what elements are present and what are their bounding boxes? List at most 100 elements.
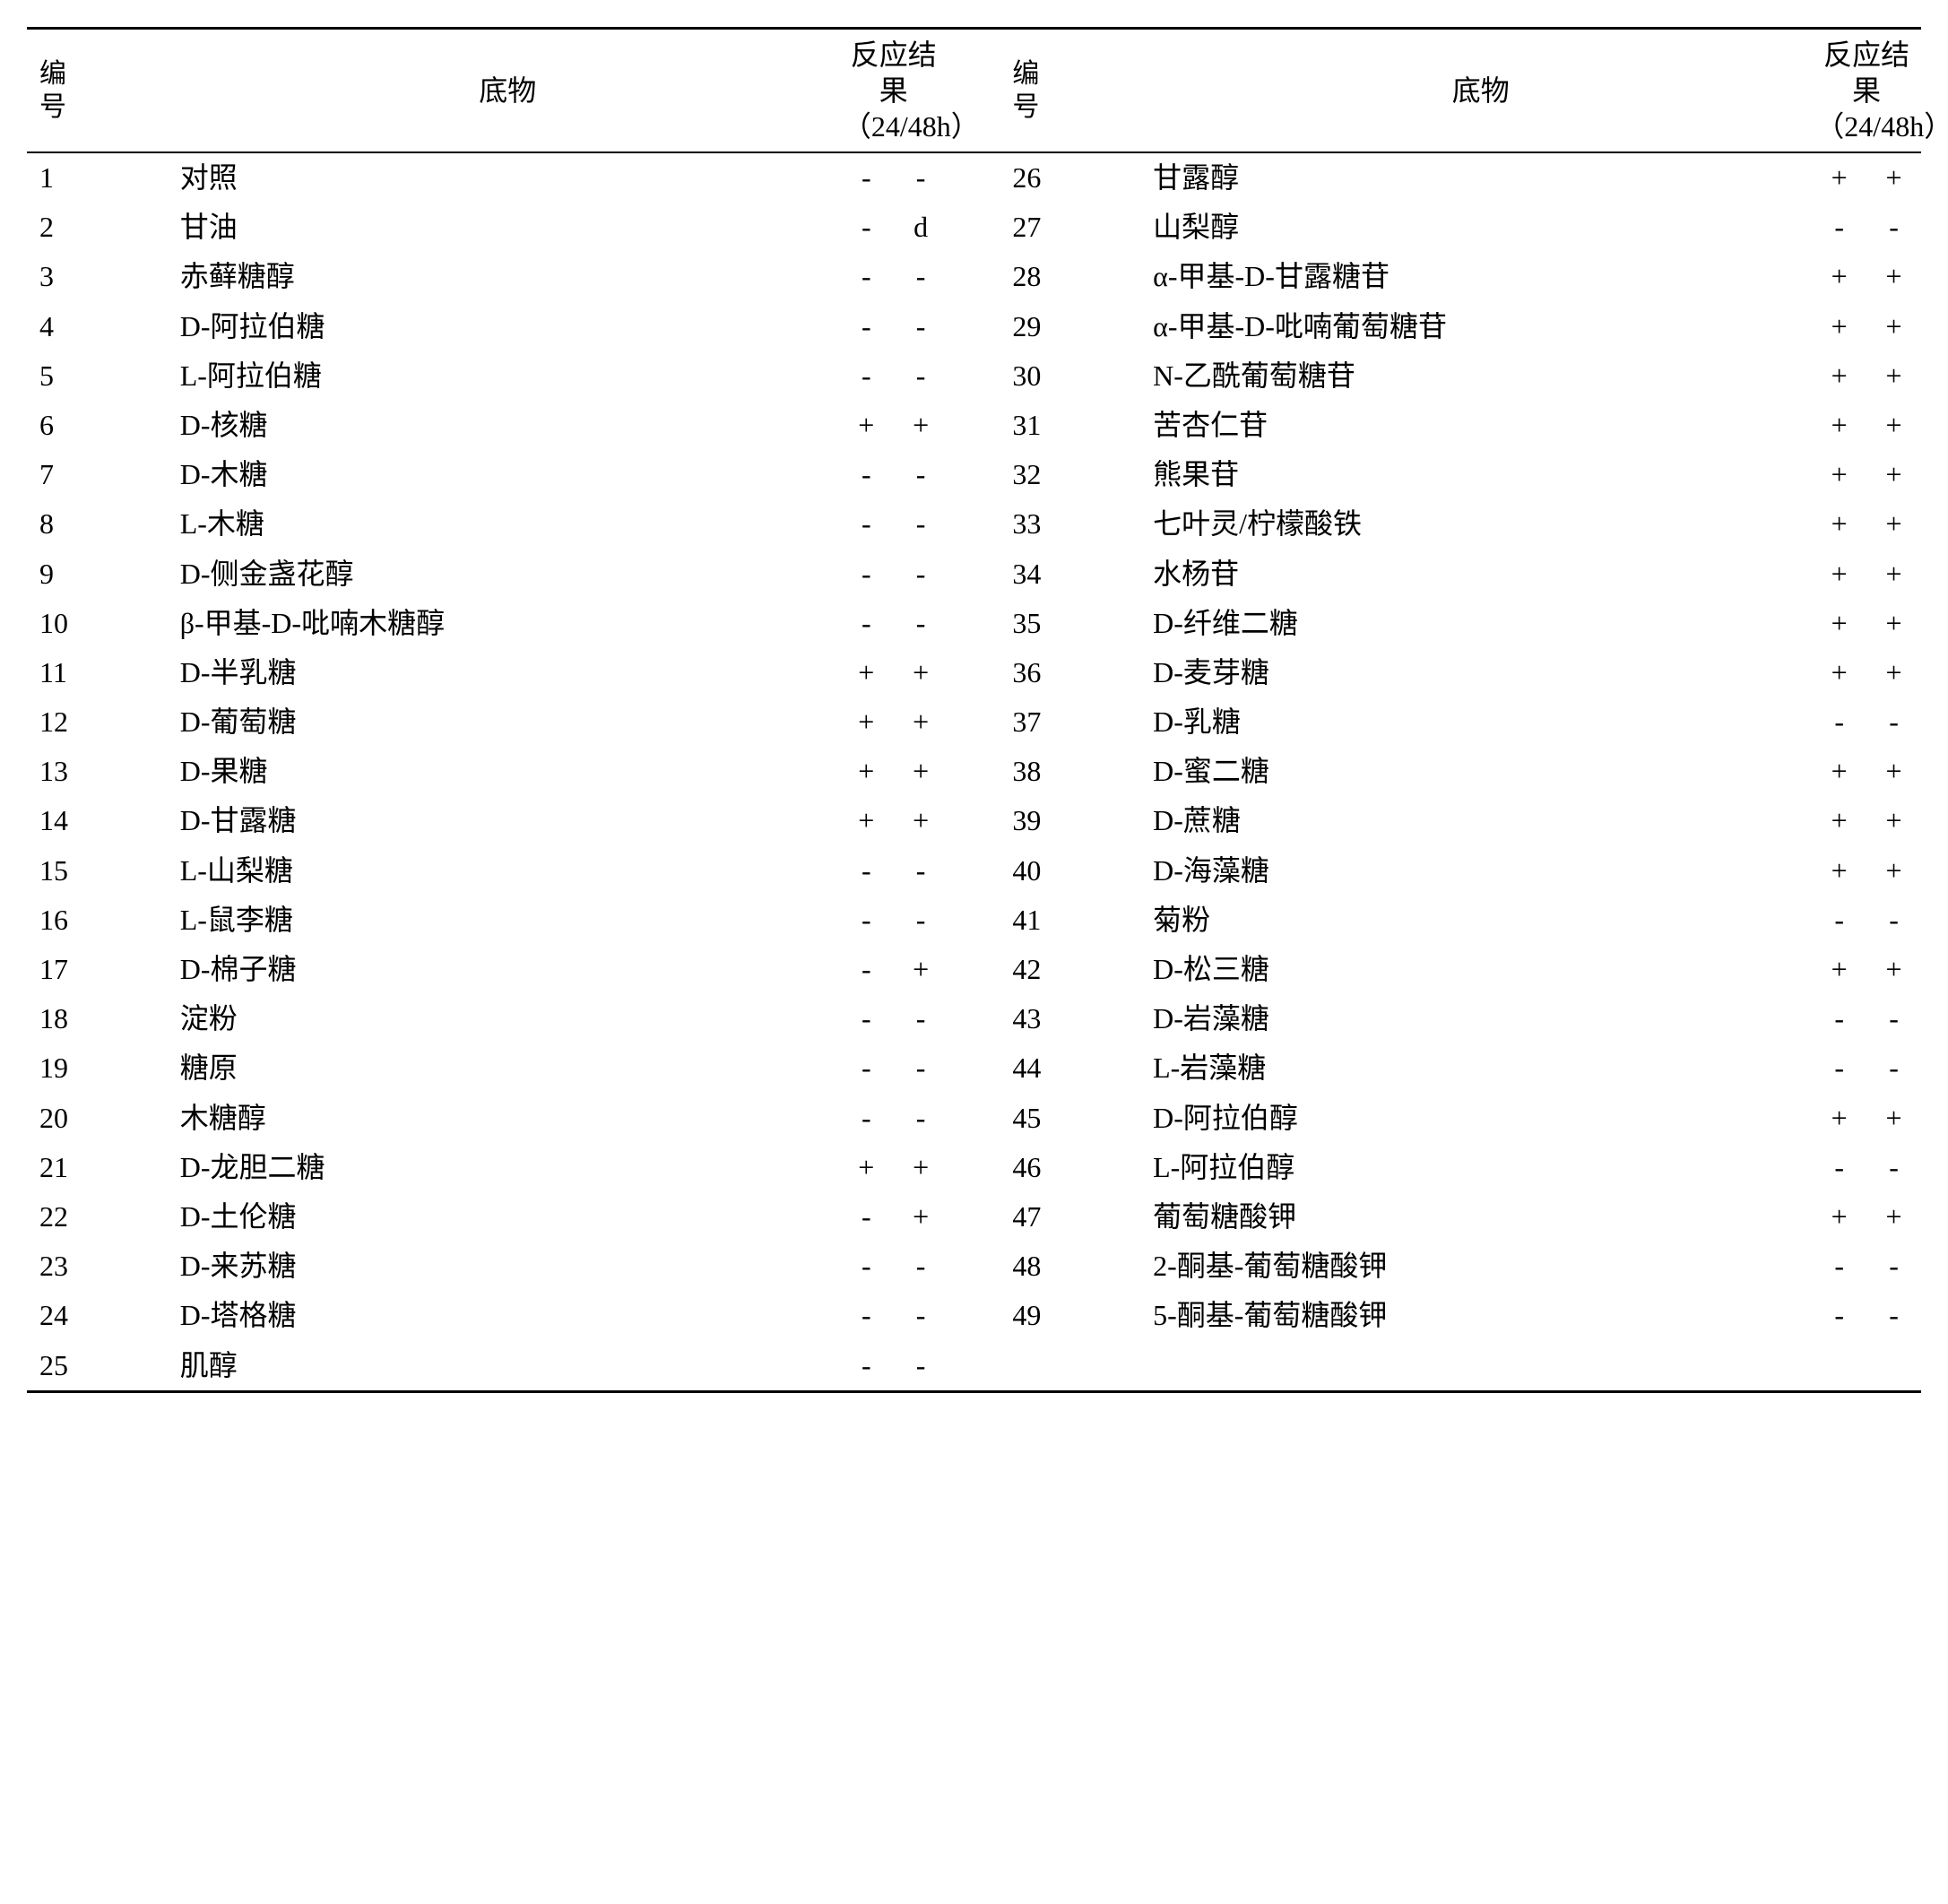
cell-result-48h: d	[894, 203, 948, 252]
table-row: 24D-塔格糖--495-酮基-葡萄糖酸钾--	[27, 1291, 1921, 1340]
cell-substrate: 糖原	[177, 1043, 839, 1093]
cell-result-48h: +	[1866, 252, 1921, 301]
cell-substrate: 甘油	[177, 203, 839, 252]
cell-substrate: 木糖醇	[177, 1094, 839, 1143]
cell-substrate: 淀粉	[177, 994, 839, 1043]
cell-no: 10	[27, 599, 177, 648]
table-row: 8L-木糖--33七叶灵/柠檬酸铁++	[27, 499, 1921, 549]
cell-gap	[948, 550, 1000, 599]
cell-no: 44	[1000, 1043, 1149, 1093]
cell-no: 41	[1000, 896, 1149, 945]
cell-result-48h: -	[894, 846, 948, 896]
cell-result-48h: +	[894, 697, 948, 747]
cell-substrate: 水杨苷	[1149, 550, 1812, 599]
cell-result-24h: +	[1812, 450, 1866, 499]
cell-result-24h: -	[839, 896, 894, 945]
cell-substrate: D-葡萄糖	[177, 697, 839, 747]
table-row: 4D-阿拉伯糖--29α-甲基-D-吡喃葡萄糖苷++	[27, 302, 1921, 351]
cell-substrate: 5-酮基-葡萄糖酸钾	[1149, 1291, 1812, 1340]
cell-no: 16	[27, 896, 177, 945]
cell-result-24h: -	[839, 550, 894, 599]
cell-result-24h: +	[1812, 401, 1866, 450]
cell-gap	[948, 1143, 1000, 1192]
cell-result-24h: +	[1812, 747, 1866, 796]
cell-substrate: D-麦芽糖	[1149, 648, 1812, 697]
table-head: 编号 底物 反应结果（24/48h） 编号 底物 反应结果（24/48h）	[27, 29, 1921, 153]
cell-result-48h: +	[1866, 152, 1921, 203]
cell-result-24h: +	[1812, 945, 1866, 994]
cell-gap	[948, 945, 1000, 994]
cell-result-48h: -	[894, 152, 948, 203]
cell-no: 12	[27, 697, 177, 747]
cell-no: 35	[1000, 599, 1149, 648]
header-result-right: 反应结果（24/48h）	[1812, 29, 1921, 153]
cell-result-48h: -	[1866, 1291, 1921, 1340]
cell-gap	[948, 1242, 1000, 1291]
cell-result-48h: -	[894, 994, 948, 1043]
cell-result-48h: +	[894, 648, 948, 697]
cell-no: 11	[27, 648, 177, 697]
cell-substrate: L-木糖	[177, 499, 839, 549]
cell-substrate: D-蔗糖	[1149, 796, 1812, 845]
cell-substrate: 菊粉	[1149, 896, 1812, 945]
cell-result-48h: +	[1866, 1192, 1921, 1242]
table-row: 1对照--26甘露醇++	[27, 152, 1921, 203]
cell-no: 45	[1000, 1094, 1149, 1143]
cell-no: 14	[27, 796, 177, 845]
cell-result-24h: -	[839, 252, 894, 301]
cell-result-48h: +	[1866, 450, 1921, 499]
cell-result-48h: -	[894, 1094, 948, 1143]
cell-substrate: 2-酮基-葡萄糖酸钾	[1149, 1242, 1812, 1291]
cell-no: 47	[1000, 1192, 1149, 1242]
cell-substrate: D-甘露糖	[177, 796, 839, 845]
cell-gap	[948, 697, 1000, 747]
cell-no: 49	[1000, 1291, 1149, 1340]
cell-result-24h: +	[839, 401, 894, 450]
cell-result-48h: +	[894, 1143, 948, 1192]
cell-result-48h: +	[1866, 945, 1921, 994]
cell-no: 48	[1000, 1242, 1149, 1291]
cell-no: 33	[1000, 499, 1149, 549]
cell-no: 22	[27, 1192, 177, 1242]
cell-result-24h: -	[1812, 1043, 1866, 1093]
cell-substrate: D-核糖	[177, 401, 839, 450]
cell-result-48h: +	[1866, 599, 1921, 648]
cell-result-48h: -	[894, 450, 948, 499]
cell-substrate: α-甲基-D-吡喃葡萄糖苷	[1149, 302, 1812, 351]
cell-no: 25	[27, 1341, 177, 1392]
cell-gap	[948, 1043, 1000, 1093]
cell-substrate: D-乳糖	[1149, 697, 1812, 747]
cell-result-24h: +	[1812, 550, 1866, 599]
cell-substrate: D-塔格糖	[177, 1291, 839, 1340]
cell-result-48h: +	[1866, 846, 1921, 896]
cell-no: 34	[1000, 550, 1149, 599]
cell-substrate: 苦杏仁苷	[1149, 401, 1812, 450]
cell-result-24h	[1812, 1341, 1866, 1392]
cell-result-24h: -	[839, 351, 894, 401]
cell-result-24h: +	[1812, 1192, 1866, 1242]
cell-substrate: L-岩藻糖	[1149, 1043, 1812, 1093]
table-row: 20木糖醇--45D-阿拉伯醇++	[27, 1094, 1921, 1143]
table-row: 17D-棉子糖-+42D-松三糖++	[27, 945, 1921, 994]
cell-gap	[948, 747, 1000, 796]
cell-no: 39	[1000, 796, 1149, 845]
header-substrate-left: 底物	[177, 29, 839, 153]
cell-result-24h: -	[839, 599, 894, 648]
cell-result-24h: -	[839, 203, 894, 252]
cell-substrate: D-阿拉伯糖	[177, 302, 839, 351]
table-row: 2甘油-d27山梨醇--	[27, 203, 1921, 252]
cell-result-48h: +	[1866, 1094, 1921, 1143]
table-row: 9D-侧金盏花醇--34水杨苷++	[27, 550, 1921, 599]
cell-no: 13	[27, 747, 177, 796]
cell-result-24h: -	[1812, 203, 1866, 252]
cell-result-24h: -	[1812, 994, 1866, 1043]
cell-substrate: D-木糖	[177, 450, 839, 499]
cell-no: 38	[1000, 747, 1149, 796]
cell-substrate: α-甲基-D-甘露糖苷	[1149, 252, 1812, 301]
cell-no: 26	[1000, 152, 1149, 203]
cell-substrate: D-棉子糖	[177, 945, 839, 994]
cell-result-24h: +	[1812, 796, 1866, 845]
cell-result-48h: +	[894, 796, 948, 845]
table-row: 21D-龙胆二糖++46L-阿拉伯醇--	[27, 1143, 1921, 1192]
cell-result-48h: -	[1866, 1242, 1921, 1291]
